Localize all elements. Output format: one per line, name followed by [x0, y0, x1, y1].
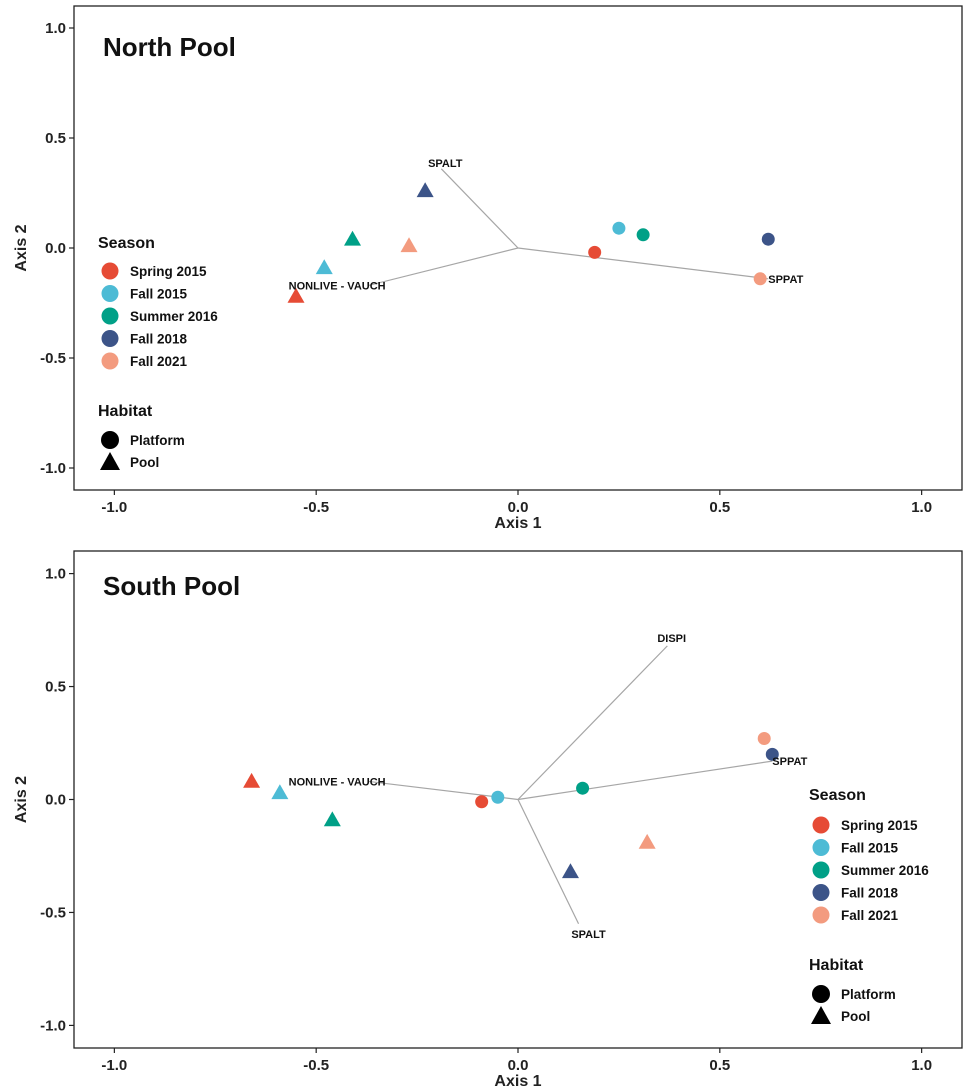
point-summer-2016-platform — [576, 781, 590, 795]
north-pool-panel: -1.0 -0.5 0.0 0.5 1.0 1.0 0.5 0.0 -0.5 -1.0 Axis 1… — [13, 5, 963, 532]
legend-label-fall-2021: Fall 2021 — [130, 354, 188, 369]
x-tick-label: 0.5 — [709, 1057, 730, 1074]
legend-label-platform: Platform — [130, 433, 185, 448]
point-fall-2015-pool — [271, 784, 289, 800]
point-spring-2015-pool — [243, 772, 261, 788]
y-axis-title: Axis 2 — [13, 776, 30, 823]
x-tick-label: 0.0 — [508, 499, 529, 516]
legend-swatch-fall-2015 — [812, 839, 830, 856]
legend-season-title: Season — [809, 787, 866, 804]
x-tick-label: 0.0 — [508, 1057, 529, 1074]
point-summer-2016-platform — [636, 228, 650, 242]
vector-label-spalt: SPALT — [571, 929, 606, 941]
point-fall-2018-platform — [761, 232, 775, 246]
y-tick-label: -1.0 — [40, 460, 66, 477]
legend-swatch-fall-2018 — [812, 884, 830, 901]
point-fall-2015-platform — [491, 790, 505, 804]
legend-label-spring-2015: Spring 2015 — [130, 264, 207, 279]
legend-swatch-platform — [101, 431, 119, 449]
legend-swatch-fall-2018 — [101, 330, 119, 347]
vector-line-nonlive-vauch — [368, 247, 519, 286]
x-tick-label: 1.0 — [911, 1057, 932, 1074]
legend-swatch-platform — [812, 985, 830, 1003]
legend-label-fall-2015: Fall 2015 — [841, 841, 899, 856]
vector-label-nonlive-vauch: NONLIVE - VAUCH — [289, 280, 386, 292]
x-tick-label: 0.5 — [709, 499, 730, 516]
vector-label-spalt: SPALT — [428, 158, 463, 170]
y-tick-label: 0.5 — [45, 679, 66, 696]
vector-line-sppat — [517, 760, 773, 801]
point-spring-2015-platform — [475, 795, 489, 809]
panel-title: South Pool — [103, 571, 240, 601]
legend-swatch-fall-2021 — [812, 906, 830, 924]
vector-line-spalt — [517, 799, 580, 925]
point-fall-2021-platform — [757, 732, 771, 746]
legend-label-fall-2021: Fall 2021 — [841, 908, 899, 923]
point-summer-2016-pool — [344, 230, 362, 246]
legend-swatch-pool — [100, 452, 120, 470]
x-tick-label: -1.0 — [101, 499, 127, 516]
x-tick-label: -0.5 — [303, 1057, 329, 1074]
y-tick-label: -1.0 — [40, 1017, 66, 1034]
point-summer-2016-pool — [323, 811, 341, 827]
x-tick-label: -1.0 — [101, 1057, 127, 1074]
y-axis-title: Axis 2 — [13, 224, 30, 271]
y-tick-label: -0.5 — [40, 904, 66, 921]
legend-habitat-title: Habitat — [809, 957, 864, 974]
legend-label-summer-2016: Summer 2016 — [130, 309, 218, 324]
point-fall-2018-pool — [561, 863, 579, 879]
point-fall-2018-platform — [765, 747, 779, 761]
legend-label-summer-2016: Summer 2016 — [841, 863, 929, 878]
vector-line-sppat — [517, 247, 769, 280]
legend-habitat-title: Habitat — [98, 403, 153, 420]
legend-season-title: Season — [98, 235, 155, 252]
y-tick-label: -0.5 — [40, 350, 66, 367]
y-tick-label: 0.0 — [45, 792, 66, 809]
vector-line-spalt — [440, 168, 519, 249]
x-tick-label: -0.5 — [303, 499, 329, 516]
legend-label-platform: Platform — [841, 987, 896, 1002]
legend-label-fall-2018: Fall 2018 — [841, 886, 899, 901]
point-spring-2015-pool — [287, 287, 305, 303]
point-fall-2015-platform — [612, 221, 626, 235]
point-fall-2018-pool — [416, 182, 434, 198]
y-tick-label: 0.0 — [45, 240, 66, 257]
south-pool-panel: -1.0 -0.5 0.0 0.5 1.0 1.0 0.5 0.0 -0.5 -1.0 Axis 1… — [13, 550, 963, 1090]
point-spring-2015-platform — [588, 245, 602, 259]
legend-swatch-spring-2015 — [812, 816, 830, 834]
point-fall-2021-pool — [400, 237, 418, 253]
vector-label-nonlive-vauch: NONLIVE - VAUCH — [289, 776, 386, 788]
legend-label-pool: Pool — [130, 455, 159, 470]
y-tick-label: 1.0 — [45, 20, 66, 37]
x-axis-title: Axis 1 — [494, 1073, 541, 1090]
panel-title: North Pool — [103, 32, 236, 62]
x-tick-label: 1.0 — [911, 499, 932, 516]
legend-swatch-fall-2021 — [101, 352, 119, 370]
legend-label-spring-2015: Spring 2015 — [841, 818, 918, 833]
point-fall-2015-pool — [315, 259, 333, 275]
legend-swatch-pool — [811, 1006, 831, 1024]
vector-label-sppat: SPPAT — [772, 756, 807, 768]
vector-line-dispi — [517, 645, 668, 800]
legend-swatch-spring-2015 — [101, 262, 119, 280]
legend-label-pool: Pool — [841, 1009, 870, 1024]
point-fall-2021-platform — [753, 272, 767, 286]
vector-label-dispi: DISPI — [657, 633, 686, 645]
legend-swatch-summer-2016 — [812, 861, 830, 879]
legend-label-fall-2015: Fall 2015 — [130, 287, 188, 302]
vector-label-sppat: SPPAT — [768, 274, 803, 286]
legend-label-fall-2018: Fall 2018 — [130, 332, 188, 347]
point-fall-2021-pool — [638, 833, 656, 849]
y-tick-label: 1.0 — [45, 566, 66, 583]
legend-swatch-summer-2016 — [101, 307, 119, 325]
legend-swatch-fall-2015 — [101, 285, 119, 302]
y-tick-label: 0.5 — [45, 130, 66, 147]
x-axis-title: Axis 1 — [494, 515, 541, 532]
